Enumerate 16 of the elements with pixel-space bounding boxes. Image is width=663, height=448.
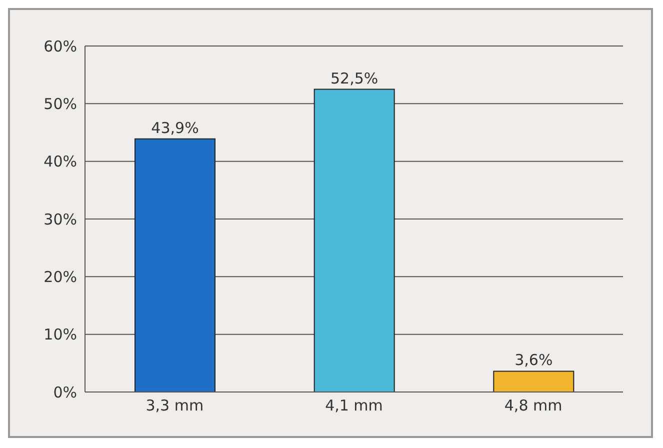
y-tick-label: 40% (44, 152, 77, 171)
y-tick-label: 60% (44, 37, 77, 56)
y-tick-label: 30% (44, 210, 77, 228)
x-tick-label: 3,3 mm (146, 396, 204, 415)
y-tick-label: 0% (53, 383, 77, 402)
x-tick-label: 4,8 mm (504, 396, 562, 415)
bar (314, 88, 395, 392)
y-tick-label: 20% (44, 268, 77, 286)
y-tick-label: 50% (44, 94, 77, 113)
data-label: 52,5% (330, 69, 378, 88)
data-label: 3,6% (514, 351, 553, 370)
x-tick-label: 4,1 mm (325, 396, 383, 415)
bar (493, 370, 574, 392)
bar (134, 138, 216, 392)
data-label: 43,9% (151, 118, 199, 137)
y-tick-label: 10% (44, 326, 77, 344)
